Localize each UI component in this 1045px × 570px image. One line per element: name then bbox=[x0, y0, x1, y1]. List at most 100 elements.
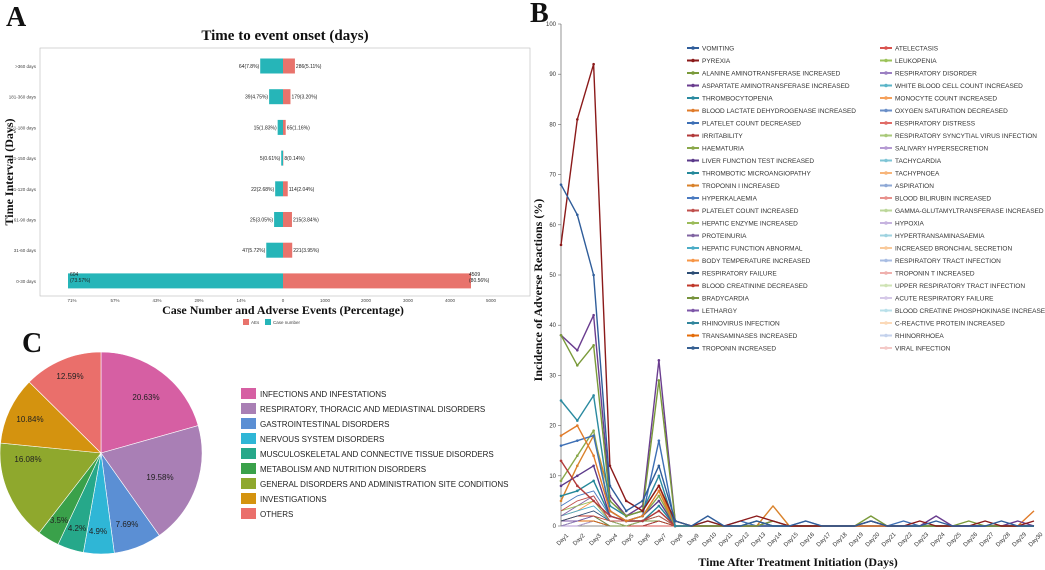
pie-label: 7.69% bbox=[116, 520, 139, 529]
pie-label: 19.58% bbox=[146, 473, 173, 482]
series-line bbox=[560, 184, 1034, 527]
x-tick-label: Day13 bbox=[751, 531, 768, 548]
legend-swatch bbox=[241, 463, 256, 474]
legend-label: GAMMA-GLUTAMYLTRANSFERASE INCREASED bbox=[895, 208, 1044, 215]
ae-bar bbox=[283, 181, 288, 197]
case-bar bbox=[266, 242, 283, 258]
panel-b: B Incidence of Adverse Reactions (%) Tim… bbox=[530, 0, 1045, 569]
series-point bbox=[641, 509, 644, 513]
legend-label: RESPIRATORY DISTRESS bbox=[895, 120, 976, 127]
ae-label: 65(1.16%) bbox=[287, 125, 310, 131]
legend-label: BRADYCARDIA bbox=[702, 295, 750, 302]
case-bar bbox=[269, 89, 283, 105]
series-point bbox=[576, 454, 579, 458]
legend-label: VIRAL INFECTION bbox=[895, 345, 951, 352]
legend-marker bbox=[884, 296, 888, 300]
y-tick-label: 50 bbox=[549, 273, 556, 279]
x-tick-label: Day29 bbox=[1012, 531, 1029, 548]
x-tick-label: Day6 bbox=[638, 533, 653, 548]
series-point bbox=[641, 499, 644, 503]
ae-label: 8(0.14%) bbox=[284, 156, 305, 162]
legend-label: THROMBOTIC MICROANGIOPATHY bbox=[702, 170, 811, 177]
legend-label: THROMBOCYTOPENIA bbox=[702, 95, 773, 102]
x-tick: 43% bbox=[152, 298, 161, 303]
series-point bbox=[576, 489, 579, 493]
legend-marker bbox=[884, 346, 888, 350]
legend-label: TROPONIN T INCREASED bbox=[895, 270, 975, 277]
ae-label: 4509 (80.56%) bbox=[469, 272, 490, 284]
case-label: 47(5.72%) bbox=[242, 248, 265, 254]
legend-marker bbox=[691, 108, 695, 113]
y-tick-label: 60 bbox=[549, 223, 556, 229]
case-label: 22(2.68%) bbox=[251, 187, 274, 193]
legend-label: C-REACTIVE PROTEIN INCREASED bbox=[895, 320, 1005, 327]
series-line bbox=[560, 460, 1034, 527]
series-point bbox=[657, 359, 661, 362]
x-tick-label: Day23 bbox=[914, 531, 931, 548]
legend-swatch bbox=[241, 433, 256, 444]
x-tick-label: Day9 bbox=[687, 533, 702, 548]
case-label: 5(0.61%) bbox=[260, 156, 281, 162]
legend-label: ASPIRATION bbox=[895, 183, 934, 190]
panel-c-letter: C bbox=[22, 328, 42, 359]
legend-label: RESPIRATORY, THORACIC AND MEDIASTINAL DI… bbox=[260, 405, 485, 414]
x-tick-label: Day12 bbox=[734, 531, 751, 548]
series-point bbox=[641, 519, 644, 523]
panel-c-legend: INFECTIONS AND INFESTATIONS RESPIRATORY, … bbox=[241, 388, 508, 519]
series-point bbox=[608, 464, 612, 468]
series-point bbox=[608, 499, 612, 503]
panel-a-letter: A bbox=[6, 2, 27, 33]
pie-label: 4.9% bbox=[89, 527, 107, 536]
legend-label: TACHYCARDIA bbox=[895, 158, 942, 165]
x-tick: 2000 bbox=[361, 298, 372, 303]
x-tick: 71% bbox=[67, 298, 76, 303]
series-point bbox=[657, 484, 661, 488]
series-point bbox=[657, 489, 661, 493]
legend-label: PROTEINURIA bbox=[702, 233, 747, 240]
legend-marker bbox=[691, 158, 695, 163]
series-point bbox=[657, 474, 661, 478]
legend-marker bbox=[691, 121, 695, 125]
panel-b-x-title: Time After Treatment Initiation (Days) bbox=[698, 555, 898, 569]
legend-marker bbox=[691, 333, 695, 338]
legend-marker bbox=[884, 233, 888, 238]
series-point bbox=[673, 524, 677, 528]
legend-label: INVESTIGATIONS bbox=[260, 495, 327, 504]
series-point bbox=[592, 313, 595, 317]
legend-marker bbox=[691, 133, 695, 138]
x-tick-label: Day7 bbox=[654, 533, 669, 548]
legend-label: RESPIRATORY SYNCYTIAL VIRUS INFECTION bbox=[895, 133, 1037, 140]
series-point bbox=[559, 333, 563, 337]
series-point bbox=[641, 514, 644, 518]
x-tick-label: Day21 bbox=[881, 531, 898, 548]
series-point bbox=[576, 349, 579, 352]
legend-label-aes: AEs bbox=[251, 320, 260, 325]
category-label: 121-150 days bbox=[9, 156, 37, 161]
y-tick-label: 70 bbox=[549, 173, 556, 179]
legend-marker bbox=[691, 258, 695, 263]
y-tick-label: 100 bbox=[546, 22, 557, 28]
legend-marker bbox=[884, 71, 888, 75]
series-point bbox=[559, 434, 563, 437]
pie-label: 12.59% bbox=[56, 372, 83, 381]
panel-b-y-title: Incidence of Adverse Reactions (%) bbox=[531, 199, 545, 382]
x-tick-label: Day26 bbox=[963, 531, 980, 548]
legend-label: ALANINE AMINOTRANSFERASE INCREASED bbox=[702, 70, 841, 77]
legend-swatch bbox=[241, 478, 256, 489]
series-point bbox=[576, 424, 579, 427]
series-point bbox=[592, 454, 595, 458]
legend-marker bbox=[691, 83, 695, 88]
series-point bbox=[576, 419, 579, 422]
x-tick-label: Day18 bbox=[832, 531, 849, 548]
series-line bbox=[560, 394, 1034, 527]
legend-label: ASPARTATE AMINOTRANSFERASE INCREASED bbox=[702, 83, 850, 90]
series-point bbox=[657, 439, 661, 442]
case-label: 25(3.05%) bbox=[250, 218, 273, 224]
legend-marker bbox=[884, 133, 888, 138]
legend-label: INCREASED BRONCHIAL SECRETION bbox=[895, 245, 1012, 252]
series-point bbox=[592, 429, 595, 432]
panel-b-legend: VOMITING PYREXIA ALANINE AMINOTRANSFERASE … bbox=[687, 45, 1045, 352]
x-tick: 3000 bbox=[403, 298, 414, 303]
panel-c: C 20.63% 19.58% 7.69% 4.9%4.2%3.5% 16.08% 10.… bbox=[0, 328, 508, 555]
series-point bbox=[559, 183, 563, 186]
